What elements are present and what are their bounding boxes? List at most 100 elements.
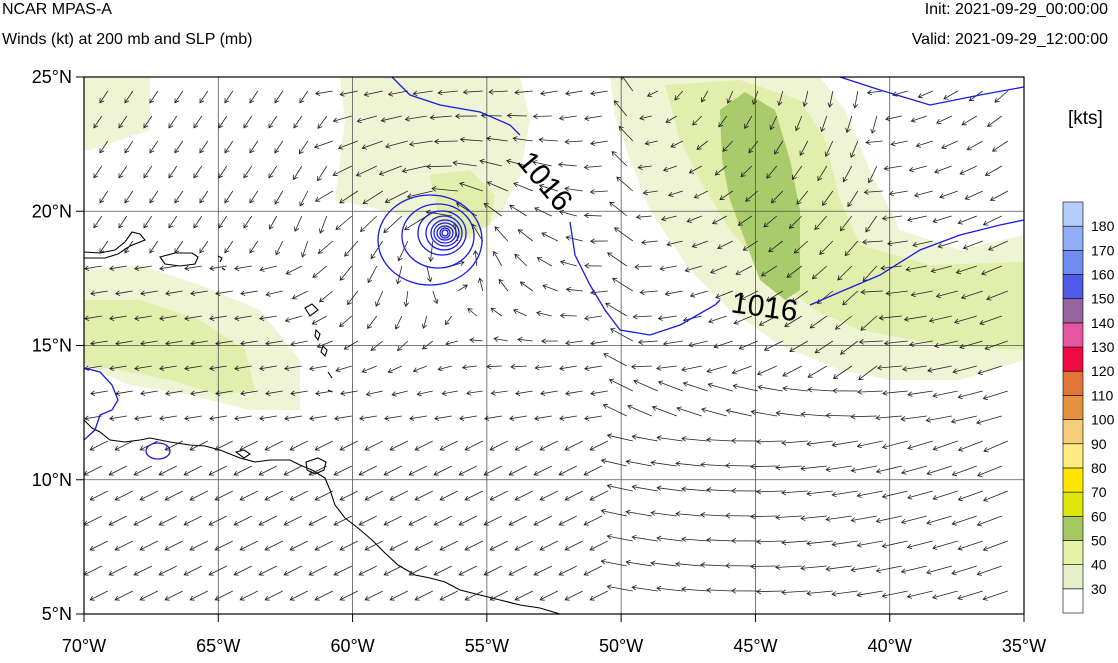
- wind-arrow: [781, 489, 808, 496]
- wind-arrow: [133, 515, 152, 526]
- wind-arrow: [583, 212, 602, 219]
- wind-arrow: [701, 90, 709, 103]
- wind-arrow: [908, 165, 927, 173]
- wind-arrow: [799, 140, 809, 156]
- wind-arrow: [265, 340, 283, 346]
- wind-arrow: [806, 490, 833, 497]
- wind-arrow: [337, 140, 358, 150]
- slp-contour-north: [391, 77, 521, 136]
- wind-arrow: [259, 365, 277, 371]
- wind-arrow: [189, 590, 208, 601]
- wind-arrow: [982, 540, 1008, 552]
- wind-arrow: [508, 465, 527, 476]
- wind-arrow: [740, 290, 758, 301]
- wind-arrow: [932, 215, 952, 224]
- wind-arrow: [193, 115, 203, 129]
- wind-arrow: [725, 512, 752, 519]
- wind-arrow: [259, 415, 277, 421]
- wind-arrow: [745, 190, 759, 202]
- wind-arrow: [339, 190, 359, 204]
- wind-arrow: [486, 181, 508, 192]
- wind-arrow: [681, 486, 708, 492]
- wind-arrow: [264, 440, 283, 451]
- wind-arrow: [819, 240, 834, 255]
- wind-arrow: [675, 461, 702, 467]
- wind-arrow: [308, 465, 327, 476]
- wind-arrow: [725, 562, 752, 569]
- wind-arrow: [115, 290, 133, 296]
- wind-arrow: [498, 278, 509, 292]
- wind-band-40: [84, 77, 150, 150]
- wind-arrow: [99, 140, 109, 154]
- wind-arrow: [109, 415, 127, 421]
- wind-arrow: [505, 158, 527, 167]
- wind-arrow: [621, 77, 634, 92]
- wind-arrow: [750, 409, 777, 417]
- wind-arrow: [565, 390, 583, 396]
- wind-arrow: [700, 562, 727, 568]
- wind-arrow: [224, 90, 234, 104]
- wind-arrow: [149, 190, 159, 204]
- wind-arrow: [517, 337, 533, 343]
- wind-arrow: [646, 90, 658, 97]
- wind-arrow: [564, 590, 583, 601]
- wind-arrow: [380, 115, 402, 123]
- wind-arrow: [234, 265, 252, 271]
- wind-arrow: [791, 165, 803, 181]
- wind-arrow: [314, 440, 333, 451]
- wind-arrow: [464, 540, 483, 551]
- wind-arrow: [688, 165, 702, 174]
- wind-arrow: [140, 290, 158, 296]
- wind-arrow: [184, 415, 202, 421]
- y-tick-label: 15°N: [32, 336, 72, 356]
- wind-arrow: [359, 415, 377, 421]
- wind-arrow: [659, 265, 677, 272]
- wind-arrow: [437, 365, 452, 372]
- wind-arrow: [332, 115, 352, 123]
- wind-arrow: [385, 140, 408, 149]
- wind-arrow: [89, 490, 108, 501]
- wind-arrow: [344, 240, 359, 257]
- wind-arrow: [99, 190, 109, 204]
- hurricane-ring: [436, 225, 454, 241]
- wind-arrow: [950, 415, 977, 424]
- wind-arrow: [989, 190, 1008, 201]
- wind-arrow: [333, 465, 352, 476]
- wind-arrow: [452, 160, 477, 167]
- coastline-islands: [217, 255, 333, 393]
- wind-arrow: [632, 314, 652, 320]
- wind-arrow: [233, 565, 252, 576]
- wind-arrow: [316, 340, 333, 349]
- wind-arrow: [850, 413, 877, 420]
- wind-arrow: [913, 190, 933, 198]
- wind-arrow: [184, 365, 202, 371]
- wind-arrow: [934, 340, 958, 349]
- wind-arrow: [559, 365, 577, 371]
- wind-arrow: [389, 590, 408, 601]
- wind-arrow: [637, 339, 658, 345]
- wind-arrow: [907, 440, 933, 450]
- wind-arrow: [650, 560, 677, 567]
- wind-arrow: [982, 590, 1008, 601]
- wind-arrow: [875, 414, 902, 421]
- wind-arrow: [134, 315, 152, 321]
- wind-arrow: [756, 488, 783, 495]
- wind-arrow: [140, 390, 158, 396]
- hurricane-ring: [425, 215, 463, 251]
- wind-arrow: [514, 490, 533, 501]
- wind-arrow: [868, 165, 878, 184]
- wind-arrow: [618, 125, 634, 142]
- wind-arrow: [139, 590, 158, 601]
- wind-arrow: [770, 190, 784, 204]
- wind-arrow: [662, 165, 677, 172]
- wind-arrow: [831, 440, 858, 448]
- wind-arrow: [234, 415, 252, 421]
- wind-arrow: [358, 515, 377, 526]
- colorbar-swatch: [1062, 564, 1084, 590]
- wind-arrow: [536, 310, 552, 317]
- wind-arrow: [289, 590, 308, 601]
- wind-arrow: [259, 265, 277, 272]
- wind-arrow: [775, 564, 802, 570]
- wind-arrow: [844, 240, 859, 257]
- wind-arrow: [159, 265, 177, 271]
